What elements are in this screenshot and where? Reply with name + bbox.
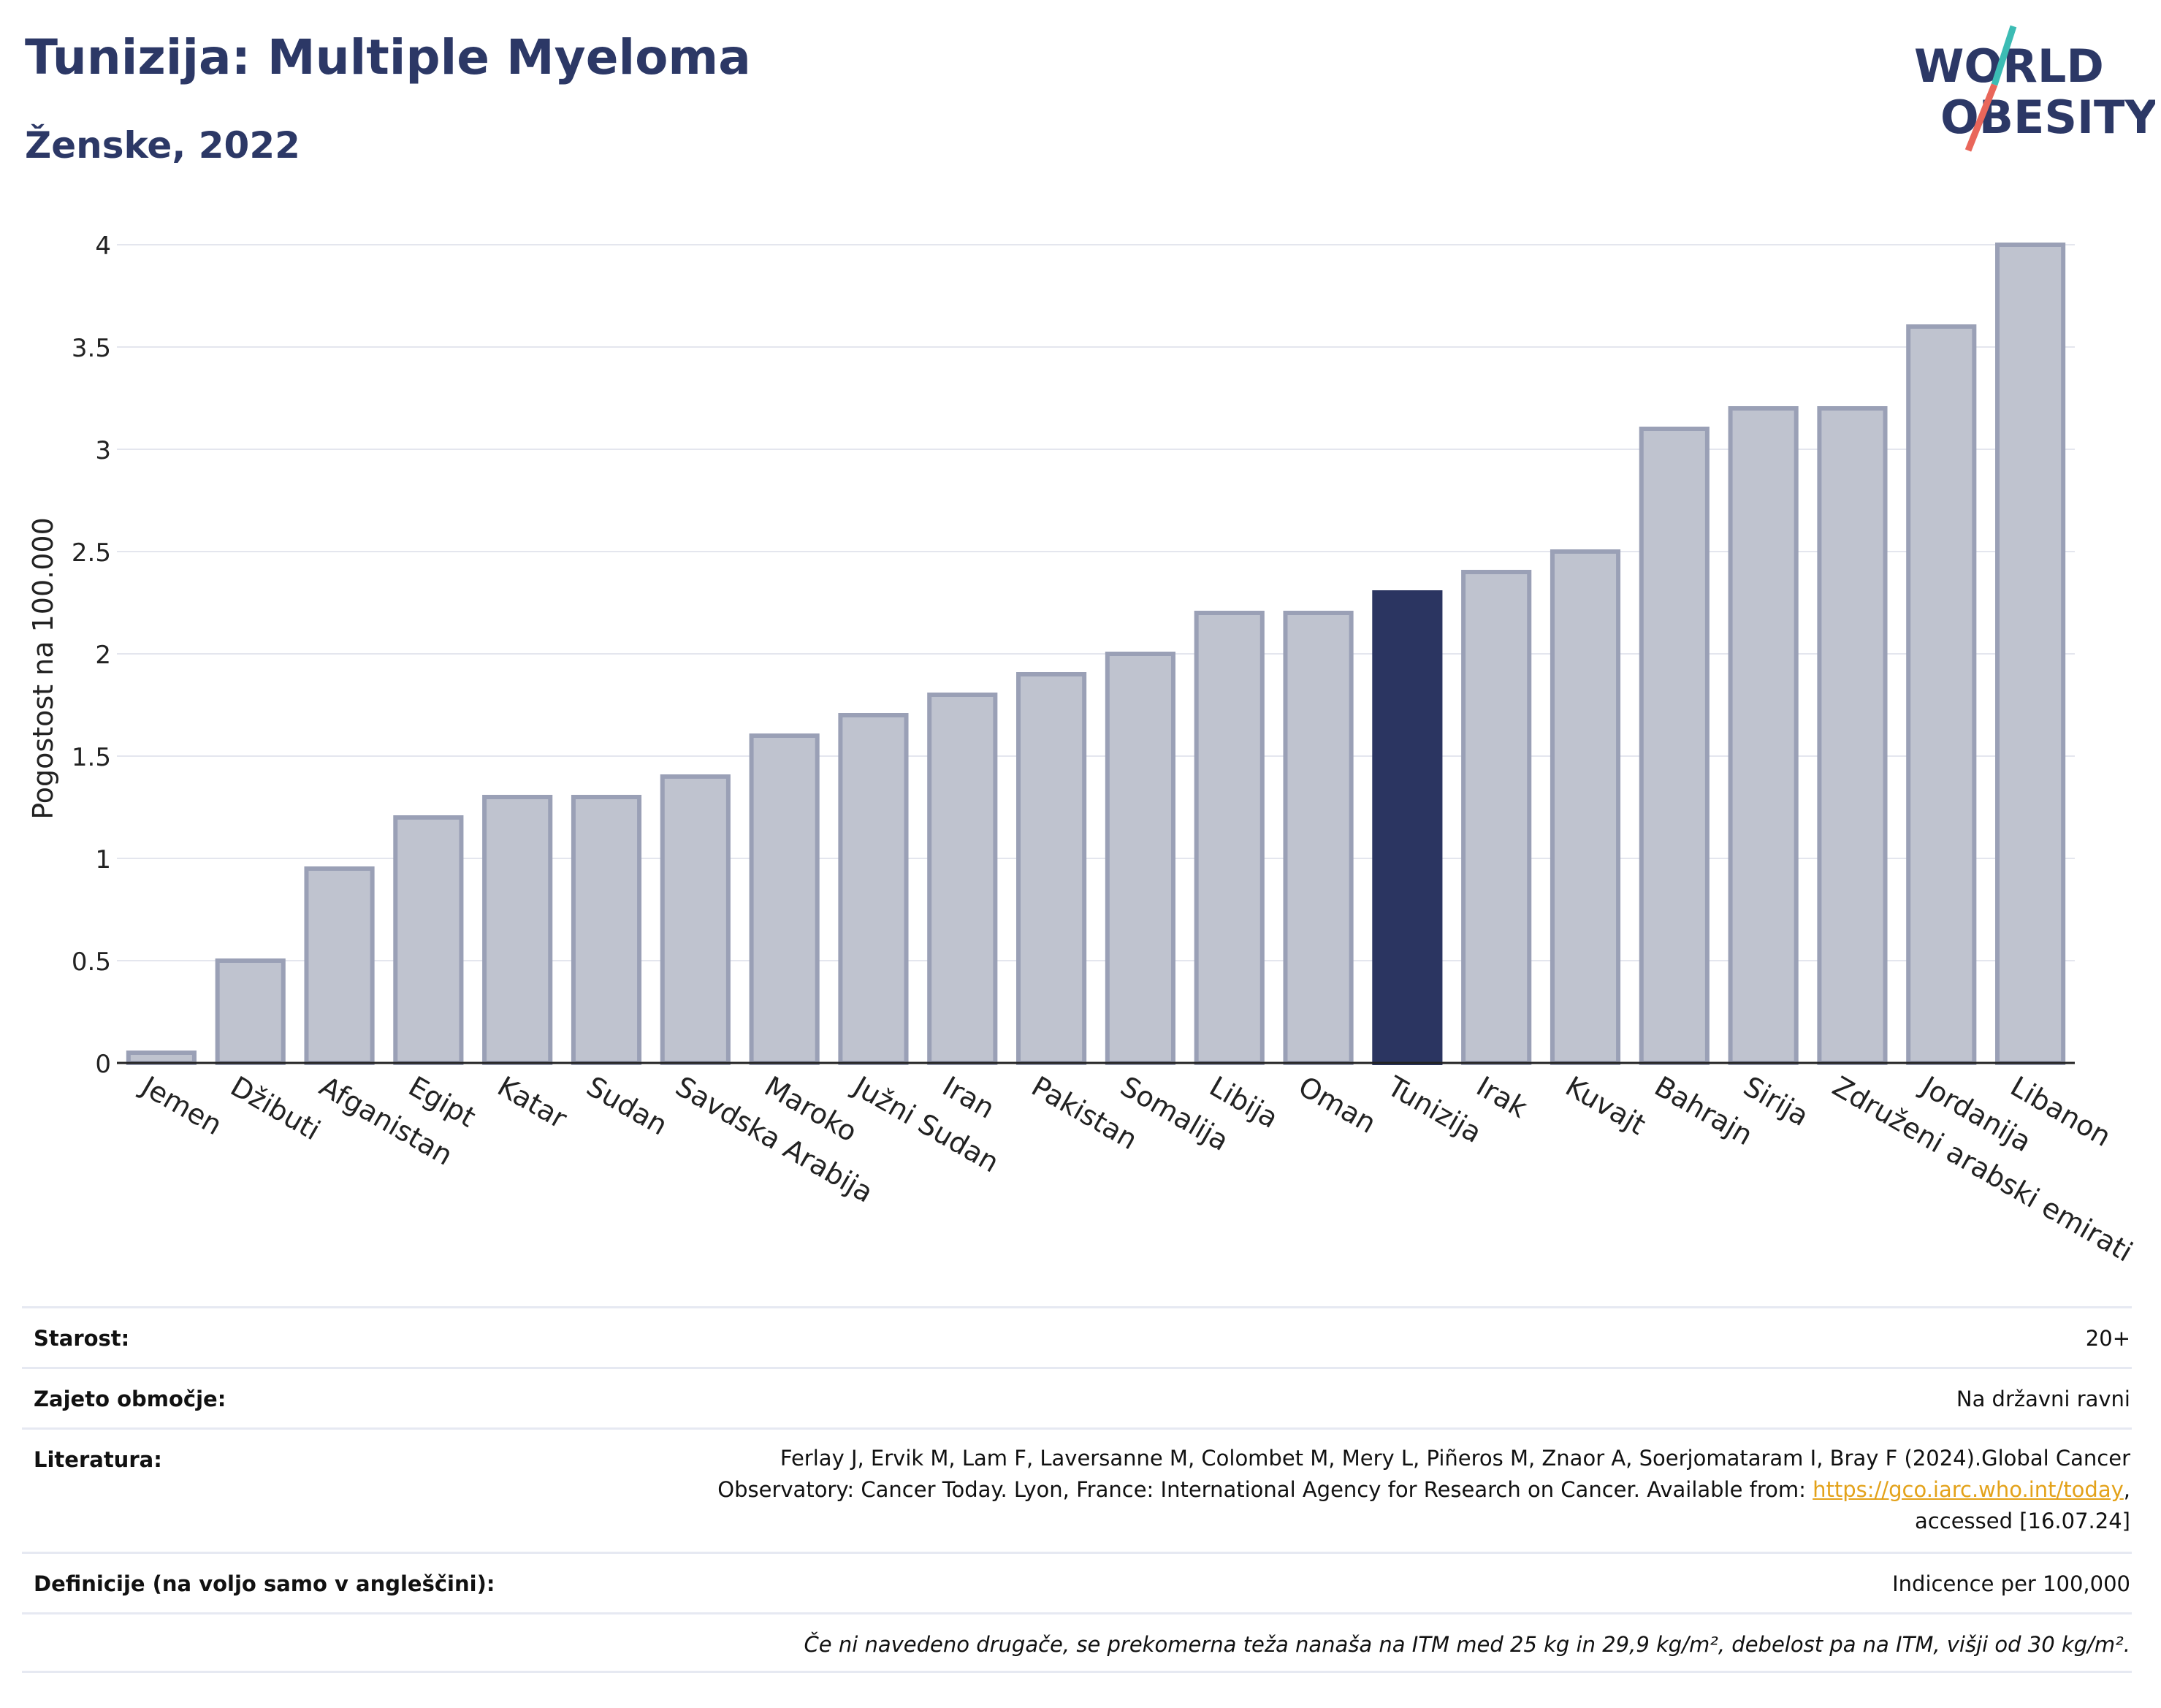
bar-irak (1461, 570, 1532, 1065)
bar-libanon (1995, 243, 2066, 1065)
x-tick-label: Sudan (582, 1070, 674, 1142)
reference-line-3: accessed [16.07.24] (1915, 1509, 2130, 1533)
bar-jemen (126, 1051, 197, 1065)
bar-somalija (1105, 652, 1175, 1065)
bar-iran (927, 693, 998, 1065)
y-tick-label: 4 (95, 232, 111, 261)
meta-row-age: Starost: 20+ (22, 1306, 2132, 1367)
meta-label-definitions: Definicije (na voljo samo v angleščini): (34, 1571, 495, 1596)
meta-row-definitions: Definicije (na voljo samo v angleščini):… (22, 1552, 2132, 1612)
bar-egipt (393, 815, 464, 1065)
logo-slash-red (1964, 83, 1998, 152)
meta-label-age: Starost: (34, 1326, 130, 1351)
bar-pakistan (1016, 672, 1087, 1065)
y-tick-label: 0.5 (72, 948, 111, 977)
x-tick-label: Irak (1471, 1070, 1533, 1124)
bar-libija (1194, 611, 1265, 1065)
metadata-table: Starost: 20+ Zajeto območje: Na državni … (22, 1306, 2132, 1673)
y-axis-label: Pogostost na 100.000 (27, 517, 59, 820)
x-tick-label: Bahrajn (1649, 1070, 1758, 1152)
meta-value-reference: Ferlay J, Ervik M, Lam F, Laversanne M, … (717, 1446, 2130, 1533)
meta-row-reference: Literatura: Ferlay J, Ervik M, Lam F, La… (22, 1427, 2132, 1552)
meta-value-age: 20+ (2085, 1326, 2130, 1351)
x-tick-label: Džibuti (225, 1070, 326, 1147)
world-obesity-logo: WORLD OBESITY (1914, 25, 2155, 152)
page-subtitle: Ženske, 2022 (25, 124, 300, 167)
bar-afganistan (304, 866, 375, 1065)
bar-sirija (1728, 406, 1799, 1065)
bar-sudan (571, 795, 642, 1065)
logo-slash-teal (1991, 25, 2017, 86)
reference-link[interactable]: https://gco.iarc.who.int/today (1813, 1477, 2124, 1502)
x-tick-label: Tunizija (1381, 1070, 1487, 1149)
meta-value-definitions: Indicence per 100,000 (1892, 1571, 2130, 1596)
y-tick-label: 0 (95, 1050, 111, 1079)
bar-južni-sudan (838, 713, 909, 1065)
x-tick-label: Iran (937, 1070, 1000, 1125)
y-tick-label: 1.5 (72, 743, 111, 772)
meta-row-coverage: Zajeto območje: Na državni ravni (22, 1367, 2132, 1427)
footnote: Če ni navedeno drugače, se prekomerna te… (804, 1632, 2130, 1657)
meta-label-coverage: Zajeto območje: (34, 1387, 226, 1411)
y-tick-label: 1 (95, 845, 111, 874)
meta-row-footnote: Če ni navedeno drugače, se prekomerna te… (22, 1612, 2132, 1673)
y-axis-ticks: 0 0.5 1 1.5 2 2.5 3 3.5 4 (72, 232, 111, 1079)
bars (126, 243, 2066, 1065)
bar-jordanija (1906, 324, 1977, 1065)
bar-maroko (749, 733, 820, 1065)
reference-line-1: Ferlay J, Ervik M, Lam F, Laversanne M, … (780, 1446, 2130, 1471)
y-tick-label: 3 (95, 436, 111, 465)
bar-združeni-arabski-emirati (1817, 406, 1888, 1065)
bar-tunizija (1372, 590, 1443, 1065)
bar-bahrajn (1639, 427, 1710, 1065)
bar-džibuti (215, 958, 286, 1065)
reference-line-2: Observatory: Cancer Today. Lyon, France:… (717, 1477, 1806, 1502)
bar-chart: 0 0.5 1 1.5 2 2.5 3 3.5 4 JemenDžibutiAfganistan… (27, 232, 2138, 1268)
y-tick-label: 2 (95, 641, 111, 670)
bar-savdska-arabija (660, 774, 731, 1065)
bar-kuvajt (1550, 549, 1621, 1065)
y-tick-label: 2.5 (72, 538, 111, 568)
x-tick-label: Oman (1293, 1070, 1381, 1140)
meta-label-reference: Literatura: (34, 1447, 162, 1472)
bar-oman (1283, 611, 1354, 1065)
bar-katar (482, 795, 553, 1065)
x-tick-label: Kuvajt (1560, 1070, 1651, 1141)
x-tick-label: Katar (492, 1070, 573, 1135)
x-tick-label: Jemen (135, 1070, 228, 1142)
page-title: Tunizija: Multiple Myeloma (25, 29, 751, 85)
meta-value-coverage: Na državni ravni (1956, 1387, 2130, 1411)
y-tick-label: 3.5 (72, 334, 111, 363)
